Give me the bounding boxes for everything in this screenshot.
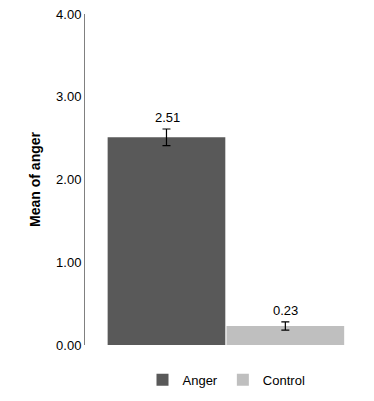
svg-text:Anger: Anger <box>183 373 218 388</box>
svg-text:Control: Control <box>263 373 305 388</box>
svg-text:0.00: 0.00 <box>56 338 81 353</box>
svg-text:Mean of anger: Mean of anger <box>27 131 43 226</box>
svg-text:1.00: 1.00 <box>56 255 81 270</box>
svg-text:2.00: 2.00 <box>56 172 81 187</box>
svg-text:3.00: 3.00 <box>56 89 81 104</box>
svg-text:2.51: 2.51 <box>155 110 180 125</box>
svg-text:4.00: 4.00 <box>56 7 81 22</box>
svg-text:0.23: 0.23 <box>273 303 298 318</box>
